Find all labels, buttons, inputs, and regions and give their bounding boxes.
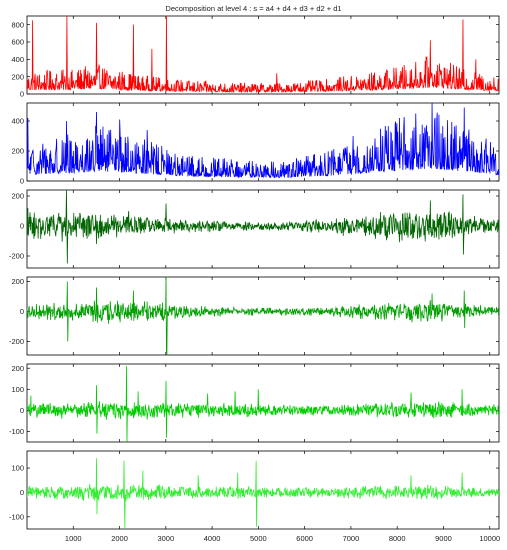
y-tick-label: 200 (11, 364, 24, 373)
subplot-1: 0 200 400 600 800 (11, 15, 500, 99)
x-tick-label: 6000 (296, 534, 313, 543)
y-tick-label: 0 (20, 488, 24, 497)
plot-area (26, 363, 500, 443)
y-tick-label: 200 (11, 277, 24, 286)
signal-trace-2 (27, 103, 499, 179)
shared-x-axis: 1000 2000 3000 4000 5000 6000 7000 8000 9000 1000… (65, 534, 500, 543)
y-tick-label: 0 (20, 90, 24, 99)
y-tick-label: 200 (11, 147, 24, 156)
x-tick-label: 10000 (479, 534, 500, 543)
subplot-5: -100 0 100 200 (9, 363, 500, 443)
signal-trace-1 (27, 16, 499, 94)
y-tick-label: 400 (11, 55, 24, 64)
figure-title: Decomposition at level 4 : s = a4 + d4 +… (165, 4, 341, 13)
y-tick-label: 0 (20, 406, 24, 415)
y-tick-label: 0 (20, 222, 24, 231)
signal-trace-3 (27, 190, 499, 264)
subplot-2: 0 200 400 (11, 102, 500, 186)
y-tick-label: 100 (11, 464, 24, 473)
x-tick-label: 1000 (65, 534, 82, 543)
y-tick-label: -200 (9, 252, 24, 261)
signal-trace-5 (27, 366, 499, 442)
y-tick-label: 800 (11, 20, 24, 29)
y-tick-label: -200 (9, 337, 24, 346)
signal-trace-6 (27, 458, 499, 529)
y-tick-label: 0 (20, 307, 24, 316)
y-tick-label: -100 (9, 427, 24, 436)
x-tick-label: 9000 (435, 534, 452, 543)
x-tick-label: 2000 (111, 534, 128, 543)
subplot-3: -200 0 200 (9, 189, 500, 269)
y-tick-label: 0 (20, 177, 24, 186)
subplot-panels: 02004006008000200400-2000200-2000200-100… (9, 15, 500, 530)
y-tick-label: -100 (9, 512, 24, 521)
y-tick-label: 200 (11, 72, 24, 81)
y-tick-label: 600 (11, 38, 24, 47)
y-tick-label: 200 (11, 192, 24, 201)
signal-trace-4 (27, 277, 499, 355)
x-tick-label: 7000 (343, 534, 360, 543)
y-tick-label: 400 (11, 117, 24, 126)
subplot-6: -100 0 100 (9, 450, 500, 530)
x-tick-label: 3000 (157, 534, 174, 543)
x-tick-label: 5000 (250, 534, 267, 543)
x-tick-label: 8000 (389, 534, 406, 543)
y-tick-label: 100 (11, 385, 24, 394)
subplot-4: -200 0 200 (9, 276, 500, 356)
x-tick-label: 4000 (204, 534, 221, 543)
